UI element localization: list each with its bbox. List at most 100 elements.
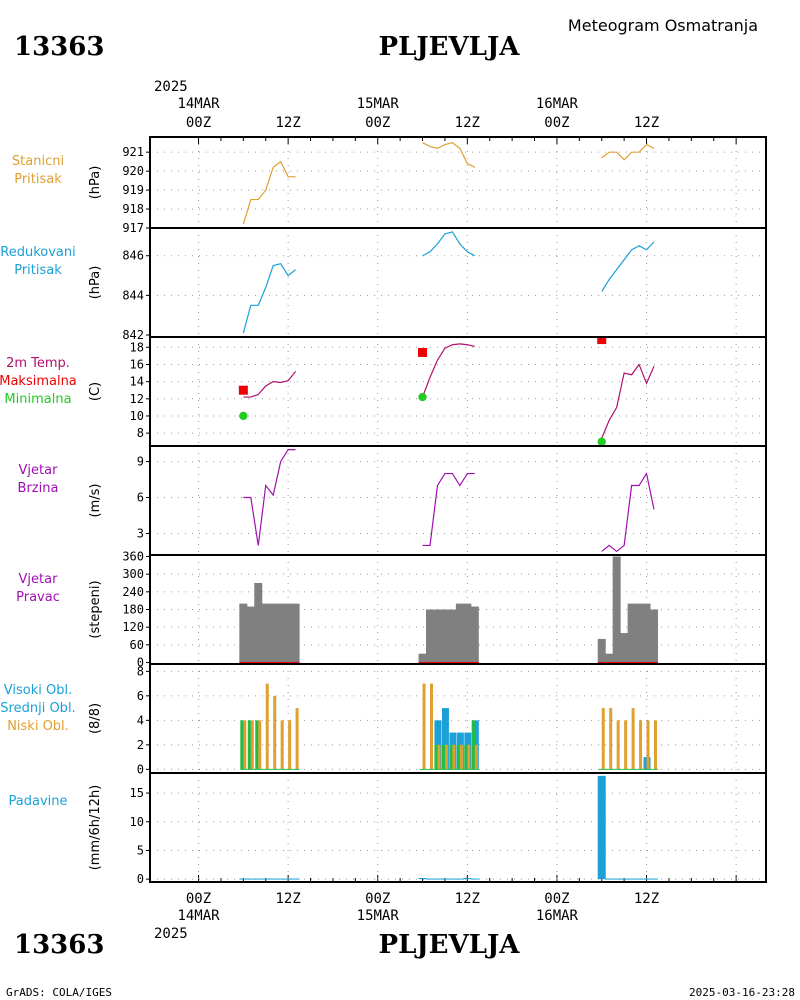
panel-label: Srednji Obl. bbox=[0, 701, 75, 716]
direction-bar bbox=[239, 603, 248, 663]
y-tick-label: 10 bbox=[130, 815, 144, 829]
bottom-year-label: 2025 bbox=[154, 926, 188, 942]
station-id-top: 13363 bbox=[14, 32, 104, 62]
bottom-hour-label: 12Z bbox=[275, 891, 300, 907]
precip-bar bbox=[269, 878, 278, 880]
series-line bbox=[601, 363, 655, 439]
direction-bar bbox=[418, 653, 427, 663]
y-tick-label: 918 bbox=[122, 202, 144, 216]
panel-data bbox=[239, 775, 658, 880]
direction-bar bbox=[448, 609, 457, 663]
mid-cloud-bar bbox=[255, 720, 260, 770]
top-day-label: 15MAR bbox=[357, 96, 400, 112]
precip-bar bbox=[605, 878, 614, 880]
top-hour-label: 00Z bbox=[365, 115, 390, 131]
precip-bar bbox=[620, 878, 629, 880]
panel-precipitation: 0 5 10 15 (mm/6h/12h) Padavine bbox=[9, 773, 766, 886]
y-axis: 842 844 846 bbox=[122, 249, 150, 342]
low-cloud-bar bbox=[265, 683, 269, 770]
low-cloud-bar bbox=[288, 720, 292, 770]
low-cloud-bar bbox=[601, 708, 605, 770]
y-axis-label: (stepeni) bbox=[88, 580, 103, 638]
precip-bar bbox=[650, 878, 658, 880]
precip-bar bbox=[635, 878, 644, 880]
precip-bar bbox=[276, 878, 285, 880]
y-tick-label: 9 bbox=[137, 455, 144, 469]
precip-bar bbox=[284, 878, 293, 880]
y-axis: 0 60 120 180 240 300 360 bbox=[122, 549, 150, 670]
bottom-day-label: 14MAR bbox=[177, 908, 220, 924]
low-cloud-bar bbox=[444, 744, 448, 770]
y-tick-label: 12 bbox=[130, 392, 144, 406]
y-tick-label: 5 bbox=[137, 843, 144, 857]
plot-frame bbox=[149, 136, 767, 883]
direction-bar bbox=[650, 609, 658, 663]
low-cloud-bar bbox=[654, 720, 657, 770]
series-line bbox=[601, 241, 655, 292]
y-axis: 917 918 919 920 921 bbox=[122, 145, 150, 235]
y-axis-label: (hPa) bbox=[88, 166, 103, 200]
low-cloud-bar bbox=[422, 683, 426, 770]
panel-label: Maksimalna bbox=[0, 374, 77, 389]
panel-data bbox=[239, 556, 658, 664]
panel-label: Minimalna bbox=[4, 392, 71, 407]
panel-grid bbox=[150, 446, 766, 555]
timestamp-text: 2025-03-16-23:28 bbox=[689, 986, 795, 999]
precip-bar bbox=[261, 878, 270, 880]
y-axis-label: (m/s) bbox=[88, 484, 103, 518]
y-tick-label: 8 bbox=[137, 426, 144, 440]
y-tick-label: 10 bbox=[130, 409, 144, 423]
y-tick-label: 0 bbox=[137, 656, 144, 670]
panel-label: Pritisak bbox=[14, 172, 62, 187]
top-hour-label: 12Z bbox=[275, 115, 300, 131]
panel-grid bbox=[150, 228, 766, 337]
panel-label: Stanicni bbox=[12, 154, 64, 169]
panel-data bbox=[240, 683, 658, 770]
y-tick-label: 60 bbox=[130, 638, 144, 652]
series-line bbox=[422, 142, 476, 168]
low-cloud-bar bbox=[474, 744, 478, 770]
panel-label: Visoki Obl. bbox=[4, 683, 72, 698]
direction-bar bbox=[426, 609, 434, 663]
y-tick-label: 8 bbox=[137, 664, 144, 678]
low-cloud-bar bbox=[459, 744, 463, 770]
y-tick-label: 844 bbox=[122, 288, 144, 302]
panel-label: Pritisak bbox=[14, 263, 62, 278]
precip-bar bbox=[642, 878, 651, 880]
direction-bar bbox=[455, 603, 464, 663]
mid-cloud-bar bbox=[240, 720, 245, 770]
direction-bar bbox=[246, 606, 255, 663]
y-axis: 3 6 9 bbox=[137, 455, 150, 540]
mid-cloud-bar bbox=[434, 744, 439, 770]
direction-bar bbox=[433, 609, 442, 663]
y-tick-label: 16 bbox=[130, 357, 144, 371]
panel-reduced_pressure: 842 844 846 (hPa) Redukovani Pritisak bbox=[0, 228, 766, 342]
bottom-hour-label: 12Z bbox=[455, 891, 480, 907]
low-cloud-bar bbox=[250, 720, 254, 770]
series-line bbox=[421, 343, 475, 398]
low-cloud-bar bbox=[273, 695, 277, 770]
min-temp-marker bbox=[418, 392, 427, 402]
panel-label: Redukovani bbox=[0, 245, 75, 260]
direction-bar bbox=[612, 556, 621, 663]
low-cloud-bar bbox=[437, 744, 441, 770]
direction-bar bbox=[254, 582, 263, 663]
y-tick-label: 180 bbox=[122, 603, 144, 617]
low-cloud-bar bbox=[243, 720, 247, 770]
y-tick-label: 300 bbox=[122, 567, 144, 581]
series-line bbox=[422, 231, 476, 257]
precip-bar bbox=[597, 775, 606, 880]
y-tick-label: 360 bbox=[122, 549, 144, 563]
y-axis: 0 5 10 15 bbox=[130, 786, 150, 886]
direction-bar bbox=[284, 603, 293, 663]
panel-grid bbox=[150, 137, 766, 228]
direction-bar bbox=[440, 609, 449, 663]
high-cloud-bar bbox=[441, 708, 449, 770]
panel-data bbox=[243, 448, 655, 553]
panel-data bbox=[238, 337, 655, 446]
precip-bar bbox=[440, 878, 449, 880]
low-cloud-bar bbox=[646, 720, 650, 770]
direction-bar bbox=[642, 603, 651, 663]
